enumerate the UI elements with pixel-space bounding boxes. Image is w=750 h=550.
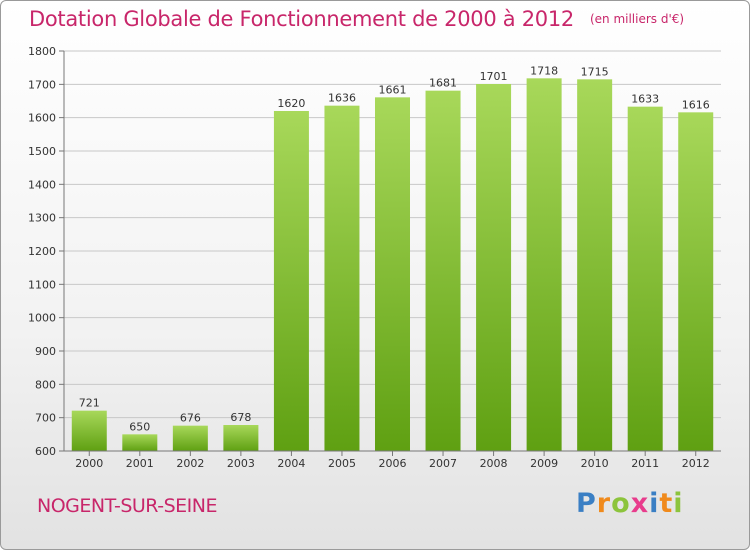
x-tick-label: 2009 <box>530 457 558 470</box>
bar <box>425 90 461 452</box>
title-unit: (en milliers d'€) <box>589 12 685 26</box>
bar <box>71 410 107 451</box>
data-label: 650 <box>129 420 150 433</box>
chart-title: Dotation Globale de Fonctionnement de 20… <box>29 7 684 31</box>
x-tick-label: 2002 <box>176 457 204 470</box>
logo-letter: r <box>596 488 612 519</box>
logo-letter: i <box>673 488 684 519</box>
commune-name: NOGENT-SUR-SEINE <box>37 495 217 517</box>
x-tick-label: 2005 <box>328 457 356 470</box>
bar <box>627 106 663 452</box>
bar <box>526 78 562 451</box>
bar <box>375 97 410 451</box>
y-tick-label: 1800 <box>28 45 56 58</box>
y-tick-label: 1000 <box>28 312 56 325</box>
logo-letter: x <box>630 488 650 519</box>
bar <box>273 111 309 451</box>
x-tick-label: 2003 <box>227 457 255 470</box>
x-tick-label: 2000 <box>75 457 103 470</box>
data-label: 1661 <box>379 83 407 96</box>
x-tick-label: 2007 <box>429 457 457 470</box>
data-label: 1701 <box>480 70 508 83</box>
bars <box>71 78 714 452</box>
x-tick-label: 2006 <box>379 457 407 470</box>
y-tick-label: 1600 <box>28 112 56 125</box>
data-label: 1620 <box>277 97 305 110</box>
data-label: 1636 <box>328 92 356 105</box>
x-tick-label: 2011 <box>631 457 659 470</box>
y-tick-label: 1300 <box>28 212 56 225</box>
bar <box>476 84 512 451</box>
data-label: 1718 <box>530 64 558 77</box>
y-tick-label: 1700 <box>28 78 56 91</box>
data-label: 676 <box>180 412 201 425</box>
x-tick-label: 2010 <box>581 457 609 470</box>
data-label: 1681 <box>429 77 457 90</box>
y-tick-label: 900 <box>35 345 56 358</box>
logo-letter: o <box>611 488 631 519</box>
data-labels: 721 650 676 678 1620 1636 1661 1681 1701 1718 1715… <box>79 64 710 433</box>
data-label: 1616 <box>682 98 710 111</box>
y-tick-label: 700 <box>35 412 56 425</box>
logo-letter: P <box>576 488 597 519</box>
bar <box>324 105 360 452</box>
y-tick-label: 800 <box>35 378 56 391</box>
logo-letter: i <box>649 488 660 519</box>
y-tick-label: 1200 <box>28 245 56 258</box>
data-label: 1633 <box>631 93 659 106</box>
x-tick-label: 2004 <box>277 457 305 470</box>
x-tick-label: 2001 <box>126 457 154 470</box>
data-label: 678 <box>230 411 251 424</box>
y-tick-label: 1100 <box>28 278 56 291</box>
data-label: 721 <box>79 397 100 410</box>
y-tick-label: 1400 <box>28 178 56 191</box>
bar <box>577 79 613 451</box>
proxiti-logo[interactable]: Proxiti <box>576 488 684 519</box>
x-tick-label: 2012 <box>682 457 710 470</box>
bar <box>223 425 259 451</box>
bar <box>678 112 714 451</box>
axes: 600 700 800 900 1000 1100 1200 1300 1400 1500 1600… <box>28 45 721 470</box>
data-label: 1715 <box>581 65 609 78</box>
bar <box>172 425 208 451</box>
x-tick-label: 2008 <box>480 457 508 470</box>
y-tick-label: 1500 <box>28 145 56 158</box>
bar <box>122 434 158 451</box>
logo-letter: t <box>659 488 674 519</box>
title-text: Dotation Globale de Fonctionnement de 20… <box>29 7 574 31</box>
y-tick-label: 600 <box>35 445 56 458</box>
